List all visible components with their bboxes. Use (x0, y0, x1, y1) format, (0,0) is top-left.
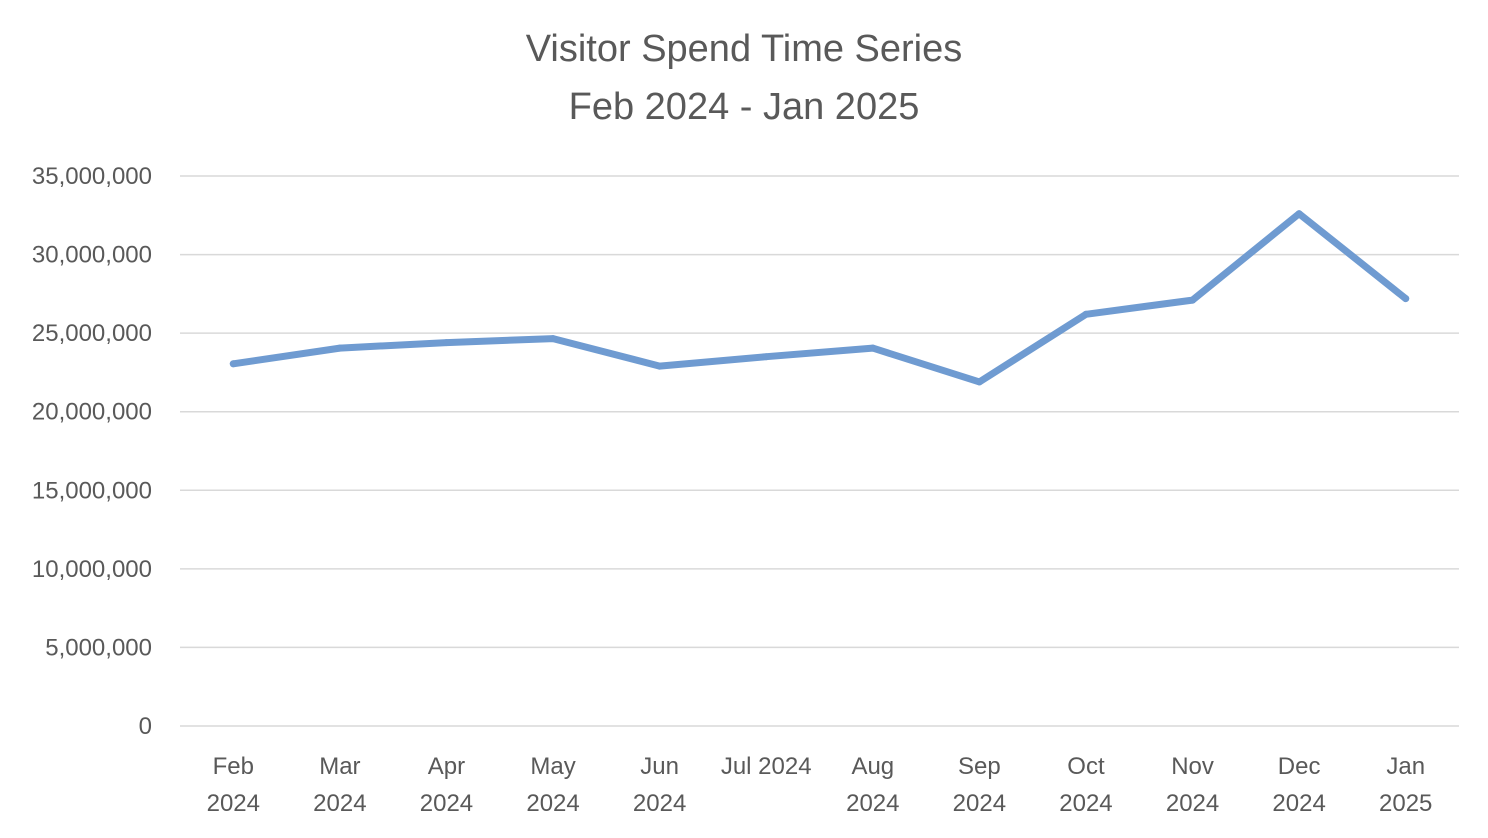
y-tick-label: 0 (139, 713, 152, 740)
x-tick-label: Apr 2024 (420, 753, 473, 817)
data-point (869, 344, 877, 352)
x-tick-label: Feb 2024 (207, 753, 260, 817)
series-line (229, 210, 1410, 386)
y-tick-label: 5,000,000 (45, 634, 152, 661)
y-tick-label: 10,000,000 (32, 556, 152, 583)
gridlines (180, 175, 1459, 727)
y-tick-label: 35,000,000 (32, 163, 152, 190)
y-tick-label: 15,000,000 (32, 477, 152, 504)
data-point (1402, 295, 1410, 303)
chart-title-line-2: Feb 2024 - Jan 2025 (568, 86, 920, 128)
x-tick-label: Jan 2025 (1379, 753, 1432, 817)
data-point (656, 362, 664, 370)
x-tick-label: Nov 2024 (1166, 753, 1219, 817)
x-tick-label: Aug 2024 (846, 753, 899, 817)
data-point (1189, 296, 1197, 304)
chart-title-line-1: Visitor Spend Time Series (525, 28, 963, 70)
x-tick-label: Oct 2024 (1059, 753, 1112, 817)
series-layer (229, 210, 1410, 386)
data-point (229, 360, 237, 368)
x-axis-tick-labels: Feb 2024 Mar 2024 Apr 2024 May 2024 Jun 2024 Jul 2… (207, 753, 1433, 817)
data-point (1082, 310, 1090, 318)
x-tick-label: Dec 2024 (1272, 753, 1325, 817)
y-tick-label: 30,000,000 (32, 242, 152, 269)
y-tick-label: 20,000,000 (32, 399, 152, 426)
data-point (336, 344, 344, 352)
x-tick-label: May 2024 (526, 753, 579, 817)
x-tick-label: Sep 2024 (953, 753, 1006, 817)
data-point (975, 378, 983, 386)
data-point (442, 339, 450, 347)
data-point (1295, 210, 1303, 218)
x-tick-label: Jul 2024 (721, 753, 812, 780)
x-tick-label: Mar 2024 (313, 753, 366, 817)
y-tick-label: 25,000,000 (32, 320, 152, 347)
data-point (762, 353, 770, 361)
x-tick-label: Jun 2024 (633, 753, 686, 817)
y-axis-tick-labels: 0 5,000,000 10,000,000 15,000,000 20,000,000… (32, 163, 152, 740)
data-point (549, 335, 557, 343)
